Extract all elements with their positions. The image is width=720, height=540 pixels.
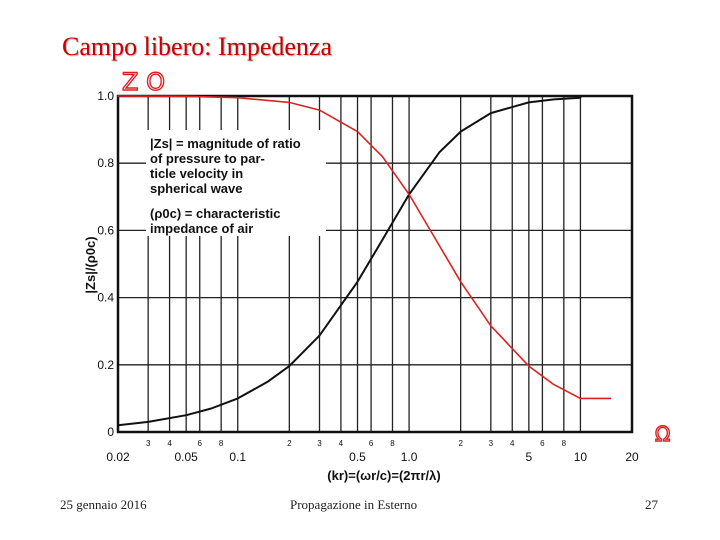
x-tick-label: 0.5 bbox=[349, 450, 366, 464]
x-minor-tick-labels: 3 4 6 8 2 3 4 6 8 2 3 4 6 8 bbox=[146, 439, 567, 448]
x-tick-label: 5 bbox=[526, 450, 533, 464]
chart-series bbox=[117, 95, 612, 427]
hand-mark-top: Z O bbox=[122, 68, 165, 96]
x-tick-label: 0.05 bbox=[175, 450, 199, 464]
x-minor-tick-label: 8 bbox=[219, 439, 224, 448]
x-minor-tick-label: 6 bbox=[198, 439, 203, 448]
annotation-background bbox=[146, 130, 326, 236]
x-minor-tick-label: 4 bbox=[167, 439, 172, 448]
x-minor-tick-label: 3 bbox=[317, 439, 322, 448]
slide-title: Campo libero: Impedenza bbox=[62, 32, 333, 61]
plot-frame bbox=[116, 94, 634, 434]
annotation-line: ticle velocity in bbox=[150, 166, 243, 181]
x-minor-tick-label: 3 bbox=[489, 439, 494, 448]
x-minor-tick-label: 3 bbox=[146, 439, 151, 448]
x-minor-tick-label: 6 bbox=[369, 439, 374, 448]
annotation-line: of pressure to par- bbox=[150, 151, 265, 166]
x-minor-tick-label: 2 bbox=[458, 439, 463, 448]
annotation-line: |Zs| = magnitude of ratio bbox=[150, 136, 301, 151]
series-line-1 bbox=[117, 96, 582, 427]
x-minor-tick-label: 8 bbox=[390, 439, 395, 448]
x-minor-tick-label: 4 bbox=[510, 439, 515, 448]
x-minor-tick-label: 4 bbox=[339, 439, 344, 448]
x-tick-label: 1.0 bbox=[401, 450, 418, 464]
hand-mark-right: Ω bbox=[655, 422, 670, 446]
hand-marks: Z O Ω bbox=[121, 67, 671, 446]
x-minor-tick-label: 6 bbox=[540, 439, 545, 448]
footer-date: 25 gennaio 2016 bbox=[60, 497, 147, 512]
x-minor-tick-label: 8 bbox=[562, 439, 567, 448]
x-tick-label: 20 bbox=[625, 450, 639, 464]
series-line-2 bbox=[117, 95, 612, 400]
x-tick-label: 10 bbox=[574, 450, 588, 464]
y-tick-label: 0.8 bbox=[97, 156, 114, 170]
y-tick-label: 0 bbox=[107, 425, 114, 439]
x-axis-label: (kr)=(ωr/c)=(2πr/λ) bbox=[327, 468, 440, 483]
footer-title: Propagazione in Esterno bbox=[290, 497, 418, 512]
y-tick-labels: 0 0.2 0.4 0.6 0.8 1.0 bbox=[97, 89, 114, 439]
page-number: 27 bbox=[645, 497, 658, 512]
x-tick-label: 0.1 bbox=[229, 450, 246, 464]
annotation-line: (ρ0c) = characteristic bbox=[150, 206, 281, 221]
y-tick-label: 0.2 bbox=[97, 358, 114, 372]
y-tick-label: 0.6 bbox=[97, 223, 114, 237]
x-tick-label: 0.02 bbox=[106, 450, 130, 464]
annotation-line: spherical wave bbox=[150, 181, 243, 196]
annotation-line: impedance of air bbox=[150, 221, 253, 236]
y-tick-label: 1.0 bbox=[97, 89, 114, 103]
y-axis-label: |Zs|/(ρ0c) bbox=[83, 236, 98, 293]
y-tick-label: 0.4 bbox=[97, 291, 114, 305]
x-minor-tick-label: 2 bbox=[287, 439, 292, 448]
x-tick-labels: 0.02 0.05 0.1 0.5 1.0 5 10 20 bbox=[106, 450, 639, 464]
